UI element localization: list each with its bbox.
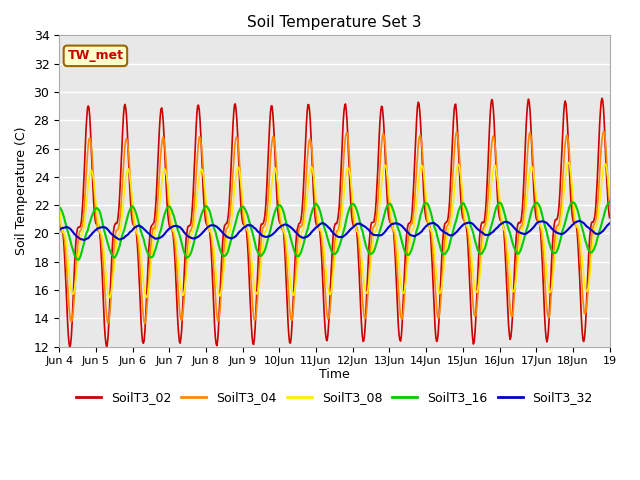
SoilT3_04 [402, 269, 410, 275]
SoilT3_02 [55, 221, 63, 227]
SoilT3_02 [65, 341, 73, 347]
SoilT3_32 [575, 218, 583, 224]
SoilT3_08 [179, 292, 186, 298]
SoilT3_04 [55, 214, 63, 219]
SoilT3_16 [65, 233, 73, 239]
SoilT3_32 [55, 227, 63, 233]
SoilT3_16 [418, 207, 426, 213]
SoilT3_08 [65, 270, 73, 276]
SoilT3_32 [65, 225, 73, 231]
Line: SoilT3_32: SoilT3_32 [59, 221, 610, 240]
SoilT3_04 [123, 135, 131, 141]
SoilT3_02 [179, 312, 186, 317]
SoilT3_04 [179, 314, 186, 320]
SoilT3_02 [207, 253, 215, 259]
Line: SoilT3_04: SoilT3_04 [59, 132, 610, 324]
SoilT3_32 [606, 220, 614, 226]
SoilT3_04 [207, 235, 215, 241]
SoilT3_16 [74, 257, 82, 263]
SoilT3_16 [179, 243, 186, 249]
SoilT3_32 [402, 228, 410, 234]
SoilT3_02 [123, 114, 131, 120]
SoilT3_16 [55, 205, 63, 211]
SoilT3_16 [207, 216, 215, 221]
SoilT3_08 [565, 160, 573, 166]
SoilT3_08 [606, 193, 614, 199]
SoilT3_04 [418, 145, 426, 151]
SoilT3_02 [66, 345, 74, 350]
SoilT3_02 [418, 153, 426, 159]
SoilT3_02 [402, 240, 410, 246]
SoilT3_08 [418, 163, 426, 168]
Line: SoilT3_08: SoilT3_08 [59, 163, 610, 298]
SoilT3_32 [418, 228, 426, 234]
SoilT3_32 [81, 237, 88, 243]
Text: TW_met: TW_met [67, 49, 124, 62]
SoilT3_04 [600, 129, 607, 134]
SoilT3_04 [104, 321, 112, 326]
SoilT3_04 [606, 205, 614, 211]
Legend: SoilT3_02, SoilT3_04, SoilT3_08, SoilT3_16, SoilT3_32: SoilT3_02, SoilT3_04, SoilT3_08, SoilT3_… [71, 386, 598, 409]
SoilT3_02 [598, 96, 606, 101]
SoilT3_32 [123, 233, 131, 239]
SoilT3_32 [207, 222, 215, 228]
SoilT3_16 [123, 218, 131, 224]
SoilT3_08 [123, 170, 131, 176]
Line: SoilT3_02: SoilT3_02 [59, 98, 610, 348]
SoilT3_16 [606, 199, 614, 204]
SoilT3_08 [106, 295, 113, 300]
Y-axis label: Soil Temperature (C): Soil Temperature (C) [15, 127, 28, 255]
SoilT3_16 [402, 251, 410, 257]
SoilT3_08 [207, 230, 215, 236]
SoilT3_02 [606, 215, 614, 221]
SoilT3_08 [55, 200, 63, 205]
SoilT3_04 [65, 305, 73, 311]
X-axis label: Time: Time [319, 368, 350, 381]
SoilT3_32 [179, 227, 186, 233]
Title: Soil Temperature Set 3: Soil Temperature Set 3 [247, 15, 422, 30]
SoilT3_08 [402, 278, 410, 284]
Line: SoilT3_16: SoilT3_16 [59, 202, 610, 260]
